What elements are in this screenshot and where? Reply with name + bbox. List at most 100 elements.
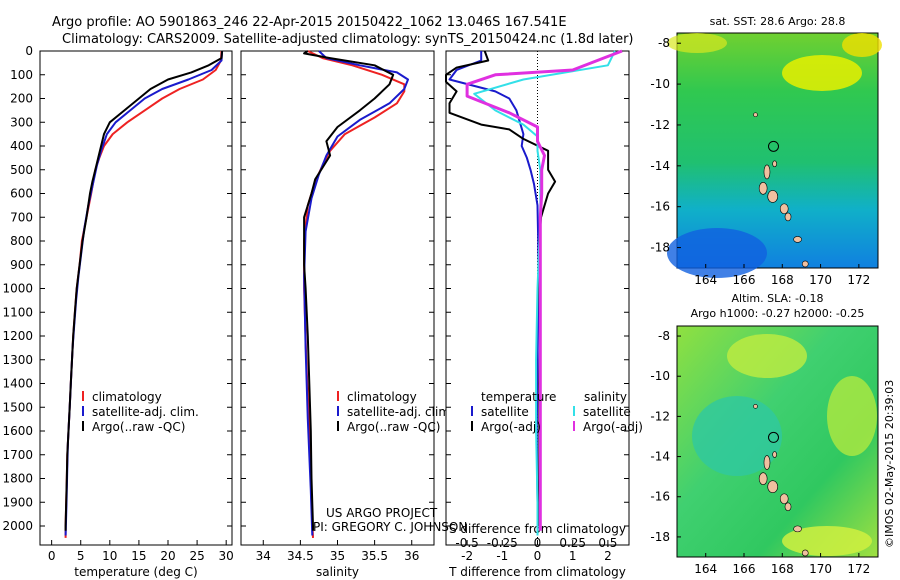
island-shape: [753, 404, 758, 409]
sla-high-patch: [782, 526, 872, 556]
series-line-3: [465, 49, 623, 531]
island-shape: [772, 451, 777, 458]
x-tick-label: 35.5: [361, 549, 388, 563]
island-shape: [784, 212, 792, 222]
x-tick-label: 20: [160, 549, 175, 563]
y-tick-label: 1600: [2, 424, 33, 438]
y-tick-label: 0: [25, 44, 33, 58]
y-tick-label: 500: [10, 163, 33, 177]
y-tick-label: 1200: [2, 329, 33, 343]
y-tick-label: 100: [10, 68, 33, 82]
header-subtitle: Climatology: CARS2009. Satellite-adjuste…: [62, 32, 634, 47]
island-shape: [779, 493, 789, 505]
legend-label: Argo(..raw -QC): [92, 420, 185, 434]
map-x-tick-label: 170: [809, 273, 832, 287]
map-y-tick-label: -12: [650, 118, 670, 132]
island-shape: [753, 112, 758, 118]
map-y-tick-label: -18: [650, 241, 670, 255]
x-tick-label: 2: [604, 549, 612, 563]
sla-map-panel: 164 166 168 170 172 -8 -10 -12 -14 -16 -18 Altim. S…: [650, 292, 879, 576]
island-shape: [763, 455, 771, 470]
legend-head-salinity: salinity: [584, 390, 627, 404]
island-shape: [801, 260, 809, 268]
difference-panel: -2 -1 0 1 2 T difference from climatology -0.5…: [445, 49, 643, 579]
island-shape: [801, 549, 809, 557]
island-shape: [758, 472, 768, 485]
island-shape: [772, 160, 777, 168]
map-y-tick-label: -10: [650, 77, 670, 91]
series-line-2: [303, 50, 395, 531]
y-tick-label: 1300: [2, 353, 33, 367]
y-tick-label: 700: [10, 210, 33, 224]
imos-credit: ©IMOS 02-May-2015 20:39:03: [883, 380, 896, 548]
map-title: sat. SST: 28.6 Argo: 28.8: [710, 15, 846, 28]
x-top-tick-label: -0.5: [455, 536, 478, 550]
x-tick-label: -1: [496, 549, 508, 563]
series-line-2: [64, 50, 224, 531]
y-tick-label: 1800: [2, 472, 33, 486]
x-tick-label: 15: [131, 549, 146, 563]
legend-label: Argo(-adj): [583, 420, 643, 434]
y-tick-label: 900: [10, 258, 33, 272]
y-tick-label: 600: [10, 187, 33, 201]
x-tick-label: 36: [404, 549, 419, 563]
x-axis-label: T difference from climatology: [448, 565, 626, 579]
map-x-tick-label: 166: [733, 562, 756, 576]
map-x-tick-label: 164: [694, 273, 717, 287]
map-subtitle: Argo h1000: -0.27 h2000: -0.25: [691, 307, 865, 320]
y-tick-label: 2000: [2, 519, 33, 533]
map-y-tick-label: -8: [658, 329, 670, 343]
x-axis-label: salinity: [316, 565, 359, 579]
y-tick-label: 800: [10, 234, 33, 248]
island-shape: [784, 502, 792, 512]
x-top-tick-label: 0.25: [559, 536, 586, 550]
y-tick-label: 300: [10, 115, 33, 129]
cool-patch: [667, 228, 767, 278]
legend-label: satellite-adj. clim.: [347, 405, 454, 419]
y-tick-label: 1700: [2, 448, 33, 462]
map-x-tick-label: 168: [771, 273, 794, 287]
sst-map-panel: 164 166 168 170 172 -8 -10 -12 -14 -16 -18 sat. SST…: [650, 15, 882, 287]
legend-label: climatology: [92, 390, 162, 404]
series-line-0: [448, 51, 540, 536]
x-tick-label: 1: [569, 549, 577, 563]
map-y-tick-label: -14: [650, 450, 670, 464]
x-top-tick-label: 0.5: [598, 536, 617, 550]
legend-label: Argo(..raw -QC): [347, 420, 440, 434]
map-y-tick-label: -16: [650, 490, 670, 504]
legend-label: satellite: [481, 405, 529, 419]
legend-label: climatology: [347, 390, 417, 404]
temperature-panel: 0 5 10 15 20 25 30 temperature (deg C) 0 100 200 30…: [2, 44, 233, 579]
island-shape: [767, 190, 779, 203]
x-tick-label: 34.5: [287, 549, 314, 563]
series-line-2: [473, 50, 616, 536]
y-tick-label: 400: [10, 139, 33, 153]
argo-position-marker: [767, 140, 779, 152]
x-tick-label: 5: [77, 549, 85, 563]
map-x-tick-label: 170: [809, 562, 832, 576]
y-tick-label: 1000: [2, 282, 33, 296]
warm-patch: [782, 55, 862, 91]
x-tick-label: 10: [102, 549, 117, 563]
project-credit: US ARGO PROJECT: [326, 506, 438, 520]
sla-low-patch: [692, 396, 782, 476]
legend-label: satellite-adj. clim.: [92, 405, 199, 419]
x-tick-label: 35: [330, 549, 345, 563]
map-y-tick-label: -12: [650, 409, 670, 423]
map-x-tick-label: 164: [694, 562, 717, 576]
y-tick-label: 200: [10, 92, 33, 106]
island-shape: [779, 203, 789, 215]
salinity-panel: 34 34.5 35 35.5 36 salinity climatologysatelli…: [240, 50, 454, 579]
x-top-tick-label: -0.25: [487, 536, 518, 550]
y-tick-label: 1900: [2, 495, 33, 509]
sla-high-patch: [727, 334, 807, 378]
map-y-tick-label: -14: [650, 159, 670, 173]
legend-label: satellite: [583, 405, 631, 419]
argo-position-marker: [767, 431, 779, 443]
pi-credit: PI: GREGORY C. JOHNSON: [313, 520, 467, 534]
sla-high-patch: [827, 376, 877, 456]
x-tick-label: 25: [189, 549, 204, 563]
x-tick-label: 0: [48, 549, 56, 563]
y-tick-label: 1100: [2, 305, 33, 319]
